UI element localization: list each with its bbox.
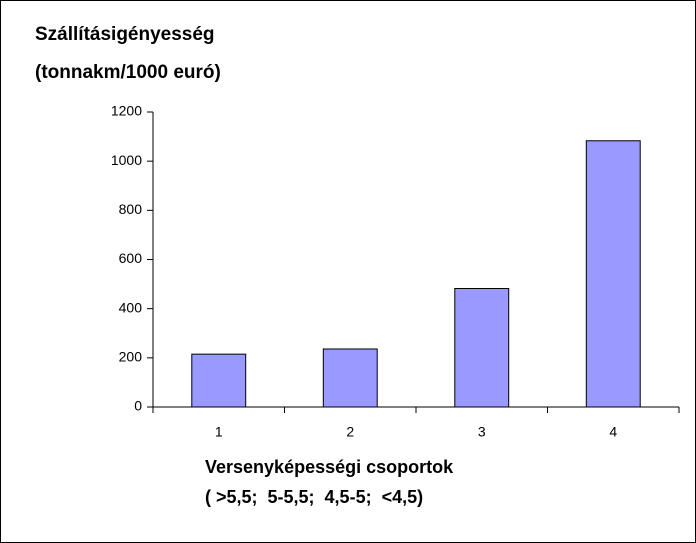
x-tick-label: 4 xyxy=(609,424,617,440)
y-tick-label: 400 xyxy=(119,299,143,315)
x-axis-label: ( >5,5; 5-5,5; 4,5-5; <4,5) xyxy=(205,487,423,507)
y-tick-label: 1200 xyxy=(111,103,142,119)
x-axis-label: Versenyképességi csoportok xyxy=(205,457,454,477)
y-tick-label: 1000 xyxy=(111,152,142,168)
x-tick-label: 2 xyxy=(346,424,354,440)
x-tick-label: 1 xyxy=(215,424,223,440)
y-tick-label: 800 xyxy=(119,201,143,217)
x-tick-label: 3 xyxy=(478,424,486,440)
chart-title: (tonnakm/1000 euró) xyxy=(35,62,221,83)
y-tick-label: 0 xyxy=(134,398,142,414)
bar xyxy=(322,348,378,408)
y-tick-label: 600 xyxy=(119,250,143,266)
bar xyxy=(191,353,247,408)
y-tick-label: 200 xyxy=(119,349,143,365)
chart-title: Szállításigényesség xyxy=(35,24,215,45)
bar xyxy=(454,288,510,408)
bar xyxy=(585,140,641,408)
